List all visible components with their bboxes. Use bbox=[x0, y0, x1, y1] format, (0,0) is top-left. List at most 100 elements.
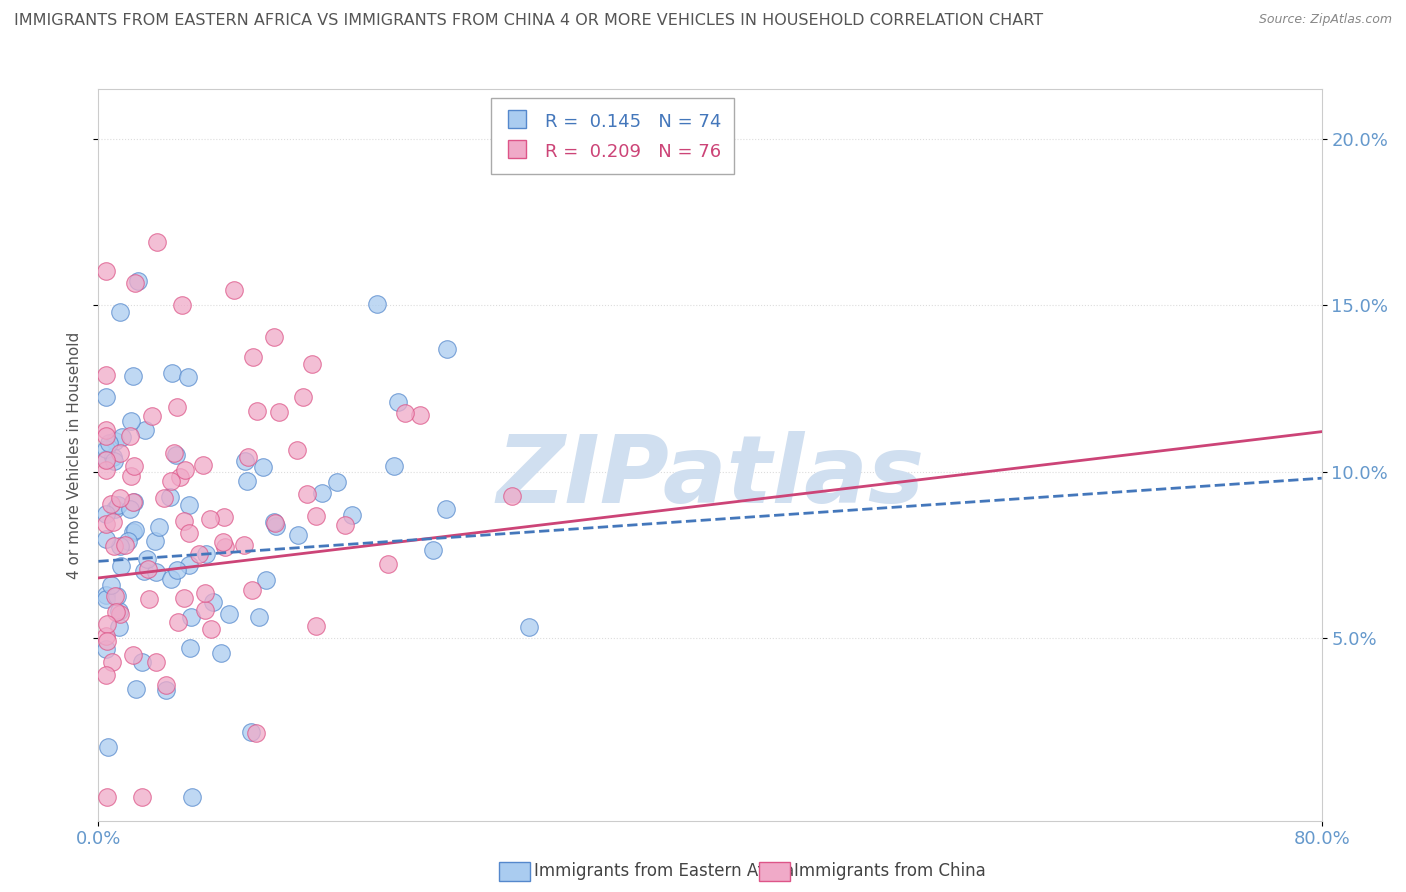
Point bbox=[333, 518, 356, 533]
Point bbox=[94, 642, 117, 657]
Point bbox=[366, 297, 388, 311]
Point bbox=[100, 497, 122, 511]
Point bbox=[162, 446, 184, 460]
Point bbox=[94, 452, 117, 467]
Point bbox=[167, 615, 190, 630]
Point bbox=[97, 435, 120, 450]
Point bbox=[269, 405, 291, 419]
Point bbox=[94, 629, 117, 643]
Point bbox=[517, 620, 540, 634]
Point bbox=[136, 551, 159, 566]
Point bbox=[124, 495, 146, 509]
Point bbox=[287, 527, 309, 541]
Point bbox=[179, 558, 201, 572]
Point bbox=[121, 524, 143, 539]
Point bbox=[240, 583, 263, 598]
Point bbox=[122, 458, 145, 473]
Point bbox=[124, 523, 146, 537]
Point bbox=[180, 609, 202, 624]
Point bbox=[104, 434, 127, 448]
Point bbox=[110, 305, 132, 319]
Point bbox=[254, 573, 277, 587]
Point bbox=[166, 401, 188, 415]
Point bbox=[94, 442, 117, 456]
Point bbox=[145, 655, 167, 669]
Point bbox=[155, 682, 177, 697]
Point bbox=[103, 540, 125, 554]
Point bbox=[94, 390, 117, 404]
Point bbox=[94, 588, 117, 602]
Text: Immigrants from China: Immigrants from China bbox=[794, 863, 986, 880]
Point bbox=[179, 641, 201, 656]
Point bbox=[132, 564, 155, 578]
Point bbox=[124, 277, 146, 291]
Point bbox=[209, 646, 232, 660]
Point bbox=[121, 469, 143, 483]
Point bbox=[104, 606, 127, 620]
Point bbox=[97, 739, 120, 754]
Point bbox=[434, 502, 457, 516]
Point bbox=[394, 406, 416, 420]
Point bbox=[240, 724, 263, 739]
Point bbox=[387, 394, 409, 409]
Point bbox=[94, 507, 117, 521]
Point bbox=[101, 656, 124, 670]
Point bbox=[105, 589, 128, 603]
Point bbox=[100, 578, 122, 592]
Point bbox=[305, 508, 328, 523]
Point bbox=[94, 368, 117, 382]
Point bbox=[146, 235, 169, 249]
Point bbox=[136, 562, 159, 576]
Point bbox=[170, 298, 193, 312]
Point bbox=[212, 534, 235, 549]
Point bbox=[141, 409, 163, 424]
Point bbox=[124, 682, 146, 697]
Point bbox=[143, 534, 166, 549]
Point bbox=[285, 443, 308, 458]
Y-axis label: 4 or more Vehicles in Household: 4 or more Vehicles in Household bbox=[67, 331, 83, 579]
Point bbox=[111, 430, 134, 444]
Point bbox=[188, 547, 211, 561]
Point bbox=[160, 572, 183, 586]
Point bbox=[295, 486, 318, 500]
Point bbox=[169, 470, 191, 484]
Point bbox=[291, 390, 314, 404]
Point bbox=[114, 538, 136, 552]
Point bbox=[218, 607, 240, 621]
Point bbox=[377, 558, 399, 572]
Point bbox=[159, 491, 181, 505]
Point bbox=[195, 547, 218, 561]
Point bbox=[200, 622, 222, 636]
Point bbox=[264, 516, 287, 530]
Point bbox=[264, 519, 287, 533]
Point bbox=[181, 790, 204, 805]
Point bbox=[263, 516, 285, 530]
Point bbox=[212, 510, 235, 524]
Point bbox=[340, 508, 363, 522]
Point bbox=[263, 330, 285, 344]
Point bbox=[107, 604, 129, 618]
Point bbox=[108, 607, 131, 621]
Point bbox=[176, 369, 198, 384]
Point bbox=[94, 423, 117, 437]
Point bbox=[121, 369, 143, 384]
Point bbox=[94, 452, 117, 467]
Point bbox=[96, 790, 118, 805]
Point bbox=[173, 591, 195, 606]
Point bbox=[96, 616, 118, 631]
Point bbox=[201, 595, 224, 609]
Point bbox=[153, 491, 176, 505]
Point bbox=[94, 429, 117, 443]
Point bbox=[200, 512, 222, 526]
Point bbox=[235, 454, 257, 468]
Point bbox=[326, 475, 349, 489]
Point bbox=[104, 589, 127, 603]
Point bbox=[249, 609, 271, 624]
Point bbox=[436, 342, 458, 356]
Point bbox=[409, 408, 432, 422]
Point bbox=[148, 520, 170, 534]
Point bbox=[121, 648, 143, 662]
Point bbox=[173, 514, 195, 528]
Point bbox=[177, 525, 200, 540]
Point bbox=[107, 498, 129, 512]
